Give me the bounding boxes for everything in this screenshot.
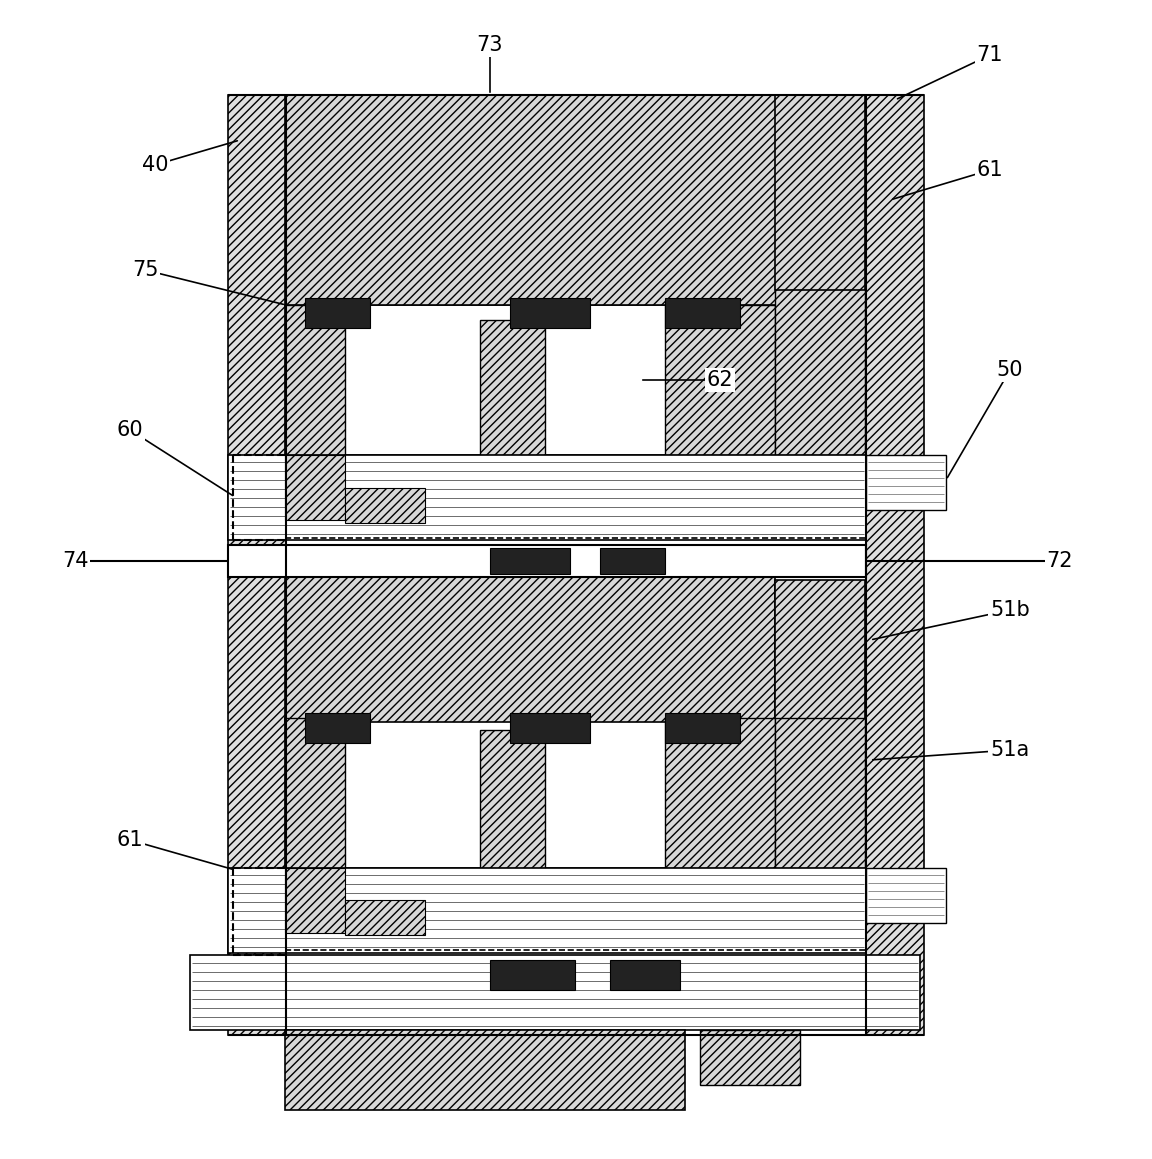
Bar <box>490 960 575 990</box>
Bar <box>480 320 545 455</box>
Text: 60: 60 <box>116 420 143 440</box>
Text: 50: 50 <box>996 360 1023 380</box>
Text: 72: 72 <box>1047 551 1074 571</box>
Bar <box>285 455 344 520</box>
Bar <box>305 713 370 743</box>
Bar <box>285 577 775 722</box>
Bar <box>866 455 946 510</box>
Bar <box>510 713 590 743</box>
Bar <box>665 298 740 328</box>
Bar <box>775 95 865 290</box>
Bar <box>285 1030 685 1110</box>
Bar <box>480 730 545 868</box>
Bar <box>344 488 425 523</box>
Text: 51b: 51b <box>990 600 1030 620</box>
Text: 62: 62 <box>706 370 734 389</box>
Bar <box>305 298 370 328</box>
Bar <box>285 305 865 455</box>
Text: 74: 74 <box>62 551 89 571</box>
Bar <box>775 580 865 722</box>
Bar <box>866 95 924 1035</box>
Text: 61: 61 <box>116 830 143 850</box>
Bar <box>228 95 286 1035</box>
Text: 71: 71 <box>977 45 1003 65</box>
Bar <box>285 717 865 868</box>
Text: 75: 75 <box>131 260 158 280</box>
Text: 51a: 51a <box>991 739 1030 760</box>
Text: 73: 73 <box>477 35 503 54</box>
Bar <box>775 285 865 455</box>
Bar <box>228 545 866 577</box>
Text: 61: 61 <box>977 160 1003 180</box>
Bar <box>600 548 665 574</box>
Bar <box>611 960 680 990</box>
Bar <box>775 717 865 868</box>
Bar <box>344 901 425 935</box>
Bar <box>490 548 570 574</box>
Text: 40: 40 <box>142 155 168 175</box>
Bar <box>285 305 344 455</box>
Bar <box>665 305 775 455</box>
Bar <box>665 713 740 743</box>
Bar <box>190 955 920 1030</box>
Bar <box>285 717 344 868</box>
Bar <box>285 95 865 305</box>
Bar <box>700 1030 799 1085</box>
Bar <box>866 868 946 923</box>
Bar <box>228 455 866 540</box>
Bar <box>510 298 590 328</box>
Bar <box>665 717 775 868</box>
Bar <box>228 868 866 953</box>
Bar <box>285 868 344 933</box>
